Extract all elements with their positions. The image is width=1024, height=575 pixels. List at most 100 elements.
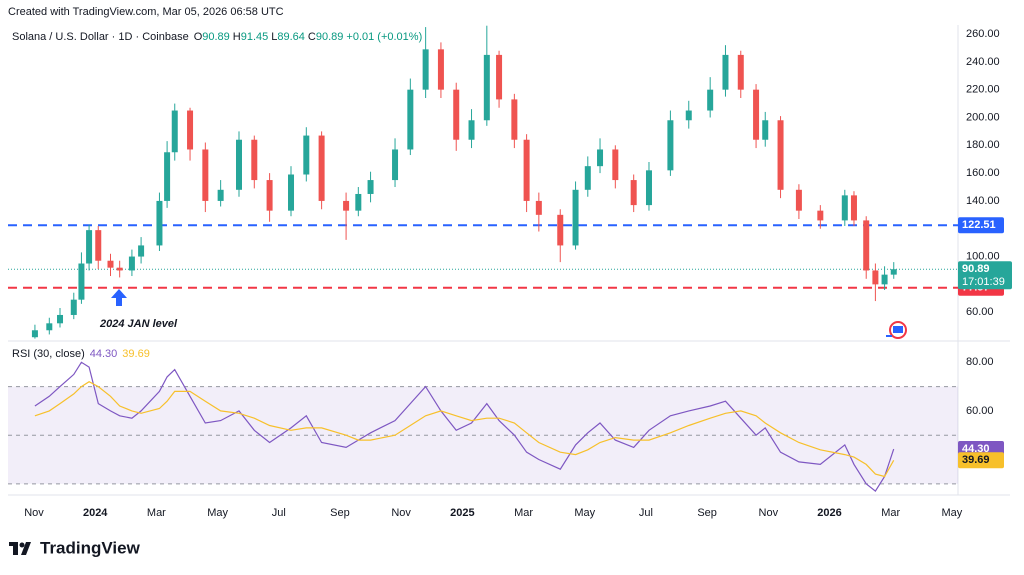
- candle-body: [355, 193, 362, 211]
- candle-body: [777, 120, 784, 190]
- candle-body: [288, 174, 295, 211]
- candle-body: [235, 139, 242, 190]
- change: +0.01 (+0.01%): [346, 31, 422, 43]
- candle-body: [468, 120, 475, 140]
- candle-body: [572, 189, 579, 246]
- candle-body: [422, 49, 429, 90]
- x-tick-label: 2025: [450, 507, 474, 519]
- candle-body: [343, 200, 350, 211]
- candle-body: [841, 195, 848, 221]
- brand-logo: [9, 542, 31, 555]
- ohlc-label: H: [233, 31, 241, 43]
- y-tick-label: 180.00: [966, 139, 1000, 151]
- candle-body: [584, 166, 591, 190]
- last-price-label: 90.89: [962, 263, 990, 275]
- candle-body: [217, 189, 224, 201]
- candle-body: [612, 149, 619, 181]
- flag-icon: [886, 321, 907, 339]
- candle-body: [138, 245, 145, 257]
- rsi-legend-value: 39.69: [122, 348, 150, 360]
- brand: TradingView: [40, 538, 141, 557]
- candle-body: [164, 152, 171, 201]
- candle-body: [645, 170, 652, 206]
- candle-body: [367, 180, 374, 194]
- x-tick-label: Mar: [881, 507, 900, 519]
- ohlc-value: 91.45: [241, 31, 269, 43]
- candle-body: [303, 135, 310, 175]
- ohlc-label: O: [194, 31, 203, 43]
- candle-body: [156, 200, 163, 246]
- candle-body: [187, 110, 194, 150]
- symbol: Solana / U.S. Dollar · 1D · Coinbase: [12, 31, 189, 43]
- x-tick-label: Nov: [24, 507, 44, 519]
- rsi-value-label: 44.30: [962, 443, 990, 455]
- candle-body: [57, 314, 64, 324]
- candle-body: [890, 269, 897, 275]
- rsi-value-label: 39.69: [962, 454, 990, 466]
- y-tick-label: 160.00: [966, 167, 1000, 179]
- candle-body: [597, 149, 604, 167]
- candle-body: [722, 54, 729, 90]
- candle-body: [753, 89, 760, 140]
- x-tick-label: May: [207, 507, 228, 519]
- x-tick-label: Mar: [514, 507, 533, 519]
- watermark: Created with TradingView.com, Mar 05, 20…: [8, 6, 284, 18]
- candle-body: [202, 149, 209, 201]
- rsi-line: [34, 381, 895, 478]
- candle-body: [535, 200, 542, 215]
- level-label: 122.51: [962, 219, 996, 231]
- y-tick-label: 200.00: [966, 111, 1000, 123]
- candle-body: [266, 180, 273, 211]
- rsi-line: [34, 361, 895, 492]
- ohlc-label: L: [271, 31, 277, 43]
- y-tick-label: 60.00: [966, 405, 994, 417]
- candle-body: [523, 139, 530, 201]
- candle-body: [496, 54, 503, 100]
- rsi-value-box: [958, 452, 1004, 469]
- candle-body: [318, 135, 325, 201]
- candle-body: [762, 120, 769, 140]
- y-tick-label: 240.00: [966, 56, 1000, 68]
- y-tick-label: 100.00: [966, 250, 1000, 262]
- price-plot: [8, 25, 958, 339]
- annotation: 2024 JAN level: [99, 318, 178, 330]
- y-tick-label: 80.00: [966, 356, 994, 368]
- candle-body: [557, 214, 564, 246]
- annotation-arrow: [111, 289, 127, 306]
- candle-body: [107, 260, 114, 268]
- candle-body: [881, 274, 888, 285]
- ohlc-value: 89.64: [277, 31, 305, 43]
- candle-body: [863, 220, 870, 271]
- x-tick-label: Jul: [639, 507, 653, 519]
- x-tick-label: May: [941, 507, 962, 519]
- candle-body: [437, 49, 444, 90]
- candle-body: [872, 270, 879, 285]
- candle-body: [511, 99, 518, 140]
- candle-body: [116, 267, 123, 271]
- x-tick-label: Sep: [330, 507, 350, 519]
- candle-body: [70, 299, 77, 315]
- candle-body: [128, 256, 135, 271]
- countdown: 17:01:39: [962, 276, 1005, 288]
- candle-body: [78, 263, 85, 300]
- x-tick-label: Jul: [272, 507, 286, 519]
- candle-body: [483, 54, 490, 121]
- rsi-legend-value: 44.30: [90, 348, 118, 360]
- y-tick-label: 60.00: [966, 306, 994, 318]
- x-tick-label: 2026: [817, 507, 841, 519]
- candle-body: [795, 189, 802, 211]
- candle-body: [95, 230, 102, 261]
- y-tick-label: 260.00: [966, 28, 1000, 40]
- x-tick-label: Sep: [697, 507, 717, 519]
- candle-body: [850, 195, 857, 221]
- level-label-box: [958, 217, 1004, 234]
- last-price-box: [958, 261, 1012, 290]
- candle-body: [251, 139, 258, 181]
- candle-body: [707, 89, 714, 111]
- rsi-title: RSI (30, close): [12, 348, 85, 360]
- candle-body: [817, 210, 824, 221]
- ohlc-value: 90.89: [316, 31, 344, 43]
- candle-body: [171, 110, 178, 153]
- candle-body: [31, 330, 38, 338]
